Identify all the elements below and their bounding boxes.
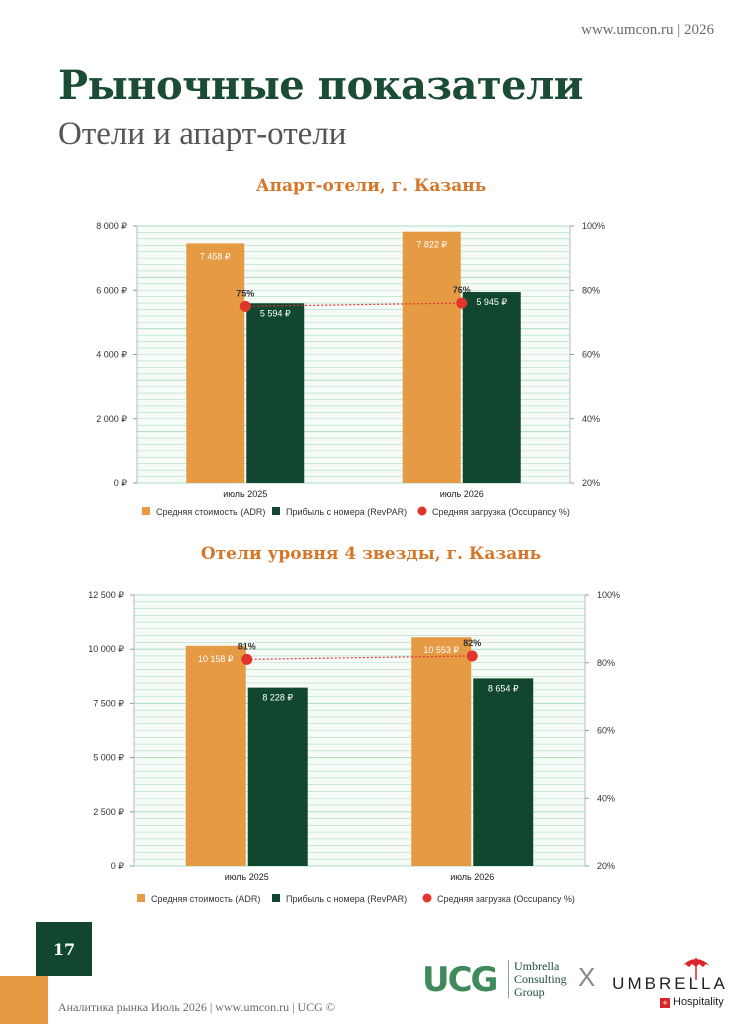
y-tick-label: 6 000 ₽ bbox=[96, 285, 127, 295]
ucg-name-line: Umbrella bbox=[514, 959, 560, 973]
data-label-occupancy: 81% bbox=[238, 641, 256, 651]
data-label-occupancy: 75% bbox=[236, 288, 254, 298]
ucg-name-line: Group bbox=[514, 985, 545, 999]
occupancy-line bbox=[245, 302, 462, 307]
ucg-name-line: Consulting bbox=[514, 972, 567, 986]
bar-adr bbox=[186, 243, 245, 483]
data-label-adr: 10 553 ₽ bbox=[423, 645, 459, 655]
y2-tick-label: 100% bbox=[582, 221, 605, 231]
page-number: 17 bbox=[36, 922, 92, 976]
occupancy-line bbox=[246, 655, 473, 660]
data-label-revpar: 8 654 ₽ bbox=[488, 683, 519, 693]
x-tick-label: июль 2026 bbox=[440, 489, 484, 499]
swiss-cross-icon: + bbox=[660, 998, 670, 1008]
bar-revpar bbox=[246, 303, 305, 483]
footer-text: Аналитика рынка Июль 2026 | www.umcon.ru… bbox=[58, 1000, 335, 1014]
y-tick-label: 2 000 ₽ bbox=[96, 414, 127, 424]
cross-x: X bbox=[578, 962, 596, 992]
y2-tick-label: 40% bbox=[582, 414, 600, 424]
bar-revpar bbox=[247, 687, 308, 866]
bar-adr bbox=[402, 231, 461, 483]
x-tick-label: июль 2026 bbox=[450, 872, 494, 882]
umbrella-icon bbox=[682, 958, 710, 980]
legend-label-occupancy: Средняя загрузка (Occupancy %) bbox=[432, 507, 570, 517]
chart-4-star-hotels: 0 ₽ 2 500 ₽ 5 000 ₽ 7 500 ₽ 10 000 ₽ 12 500 ₽… bbox=[88, 590, 620, 904]
y2-tick-label: 80% bbox=[597, 658, 615, 668]
y2-tick-label: 20% bbox=[582, 478, 600, 488]
ucg-divider bbox=[508, 960, 509, 998]
orange-corner-block bbox=[0, 976, 48, 1024]
y-tick-label: 7 500 ₽ bbox=[93, 698, 124, 708]
y-tick-label: 2 500 ₽ bbox=[93, 807, 124, 817]
y-tick-label: 8 000 ₽ bbox=[96, 221, 127, 231]
y2-tick-label: 100% bbox=[597, 590, 620, 600]
occupancy-point bbox=[466, 650, 478, 662]
legend-label-adr: Средняя стоимость (ADR) bbox=[151, 894, 260, 904]
data-label-adr: 10 158 ₽ bbox=[198, 654, 234, 664]
y-tick-label: 5 000 ₽ bbox=[93, 753, 124, 763]
x-tick-label: июль 2025 bbox=[225, 872, 269, 882]
y2-tick-label: 60% bbox=[597, 726, 615, 736]
ucg-logo-icon: UCG bbox=[422, 960, 499, 996]
bar-adr bbox=[185, 645, 246, 866]
data-label-revpar: 5 945 ₽ bbox=[476, 297, 507, 307]
bar-revpar bbox=[473, 678, 534, 866]
x-tick-label: июль 2025 bbox=[223, 489, 267, 499]
data-label-revpar: 8 228 ₽ bbox=[262, 693, 293, 703]
data-label-occupancy: 82% bbox=[463, 638, 481, 648]
ucg-name: Umbrella Consulting Group bbox=[514, 960, 574, 999]
umbrella-wordmark: UMBRELLA bbox=[612, 974, 728, 993]
legend-label-revpar: Прибыль с номера (RevPAR) bbox=[286, 507, 407, 517]
header-site-text: www.umcon.ru | 2026 bbox=[581, 22, 714, 38]
legend-swatch-occupancy bbox=[422, 893, 432, 903]
page-title: Рыночные показатели bbox=[58, 62, 583, 109]
legend-label-revpar: Прибыль с номера (RevPAR) bbox=[286, 894, 407, 904]
occupancy-point bbox=[241, 653, 253, 665]
legend-swatch-adr bbox=[137, 894, 145, 902]
y-tick-label: 0 ₽ bbox=[111, 861, 125, 871]
ucg-logo-text: UCG bbox=[422, 960, 497, 996]
legend-swatch-revpar bbox=[272, 507, 280, 515]
data-label-adr: 7 458 ₽ bbox=[200, 251, 231, 261]
hospitality-text: Hospitality bbox=[673, 996, 724, 1008]
hospitality-label: + Hospitality bbox=[660, 996, 724, 1008]
data-label-revpar: 5 594 ₽ bbox=[260, 308, 291, 318]
bar-adr bbox=[411, 637, 472, 866]
chart-title-4-star-hotels: Отели уровня 4 звезды, г. Казань bbox=[200, 544, 542, 564]
data-label-occupancy: 76% bbox=[453, 285, 471, 295]
y-tick-label: 4 000 ₽ bbox=[96, 350, 127, 360]
legend-label-occupancy: Средняя загрузка (Occupancy %) bbox=[437, 894, 575, 904]
occupancy-point bbox=[456, 297, 468, 309]
page-subtitle: Отели и апарт-отели bbox=[58, 116, 347, 152]
bar-revpar bbox=[462, 292, 521, 483]
legend-swatch-occupancy bbox=[417, 506, 427, 516]
y2-tick-label: 60% bbox=[582, 350, 600, 360]
legend-swatch-adr bbox=[142, 507, 150, 515]
y2-tick-label: 80% bbox=[582, 285, 600, 295]
legend-swatch-revpar bbox=[272, 894, 280, 902]
y2-tick-label: 40% bbox=[597, 793, 615, 803]
occupancy-point bbox=[239, 300, 251, 312]
y2-tick-label: 20% bbox=[597, 861, 615, 871]
legend-label-adr: Средняя стоимость (ADR) bbox=[156, 507, 265, 517]
y-tick-label: 0 ₽ bbox=[114, 478, 128, 488]
chart-apart-hotels: 0 ₽ 2 000 ₽ 4 000 ₽ 6 000 ₽ 8 000 ₽ 20% 40% 60%… bbox=[96, 221, 605, 517]
chart-title-apart-hotels: Апарт-отели, г. Казань bbox=[255, 176, 487, 196]
y-tick-label: 12 500 ₽ bbox=[88, 590, 124, 600]
data-label-adr: 7 822 ₽ bbox=[416, 240, 447, 250]
y-tick-label: 10 000 ₽ bbox=[88, 644, 124, 654]
